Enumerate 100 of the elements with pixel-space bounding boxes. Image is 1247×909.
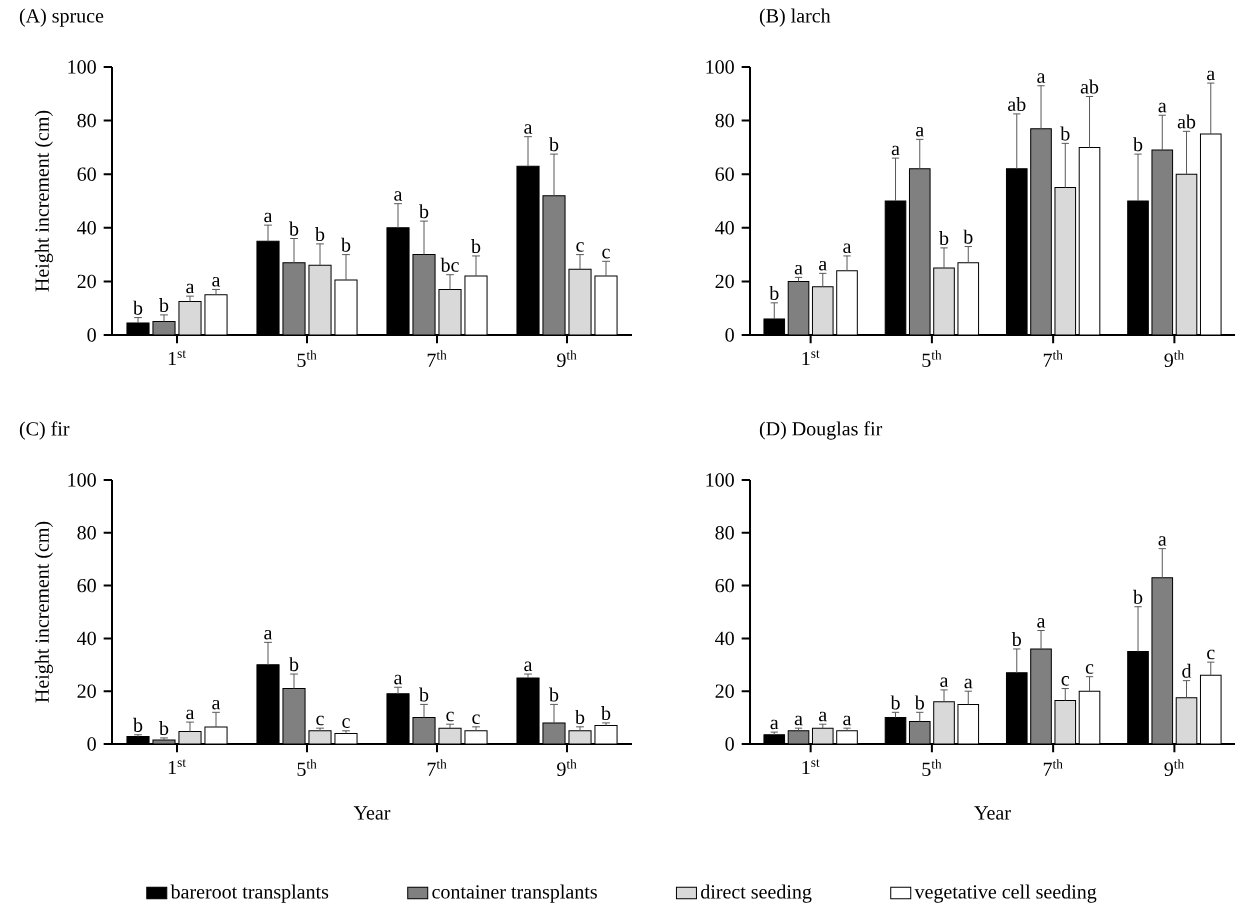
y-axis-title: Height increment (cm) bbox=[34, 521, 53, 703]
y-tick-label: 80 bbox=[77, 526, 96, 540]
y-tick-label: 20 bbox=[715, 274, 734, 289]
data-label: a bbox=[843, 715, 852, 726]
data-label: a bbox=[1037, 73, 1046, 83]
y-tick-label: 60 bbox=[715, 578, 734, 593]
data-label: b bbox=[1011, 632, 1021, 647]
data-label: b bbox=[159, 721, 169, 736]
data-label: a bbox=[770, 719, 779, 730]
y-tick-label: 0 bbox=[725, 737, 734, 751]
x-tick-label: 7$^{th}$ bbox=[1043, 350, 1063, 367]
x-tick-label: 9$^{th}$ bbox=[557, 759, 577, 777]
x-tick-label: 1$^{st}$ bbox=[168, 759, 186, 775]
data-label: b bbox=[1133, 589, 1143, 604]
data-label: d bbox=[1182, 663, 1192, 678]
data-label: b bbox=[289, 657, 299, 672]
data-label: b bbox=[471, 239, 481, 254]
x-tick-label: 7$^{th}$ bbox=[427, 759, 447, 776]
data-label: b bbox=[575, 709, 585, 724]
data-label: a bbox=[394, 674, 403, 685]
data-label: a bbox=[940, 677, 949, 688]
legend-label: direct seeding bbox=[701, 884, 812, 903]
y-tick-label: 100 bbox=[68, 473, 96, 487]
data-label: c bbox=[316, 715, 324, 726]
data-label: a bbox=[264, 629, 273, 640]
y-tick-label: 80 bbox=[77, 113, 96, 128]
x-tick-label: 9$^{th}$ bbox=[1164, 759, 1184, 777]
data-label: a bbox=[212, 699, 221, 710]
y-axis-title: Height increment (cm) bbox=[34, 110, 53, 292]
x-tick-label: 5$^{th}$ bbox=[922, 759, 942, 777]
data-label: b bbox=[1060, 126, 1070, 141]
data-label: a bbox=[794, 264, 803, 275]
data-label: b bbox=[315, 226, 325, 242]
y-tick-label: 80 bbox=[715, 526, 734, 540]
y-tick-label: 20 bbox=[715, 684, 734, 698]
data-label: b bbox=[549, 137, 559, 152]
data-label: a bbox=[819, 260, 827, 271]
data-label: c bbox=[1085, 664, 1094, 674]
y-tick-label: 0 bbox=[87, 737, 96, 751]
x-tick-label: 5$^{th}$ bbox=[297, 759, 317, 777]
chart-title: (D) Douglas fir bbox=[759, 421, 883, 440]
data-label: a bbox=[212, 277, 221, 287]
data-label: a bbox=[1037, 618, 1046, 628]
data-label: ab bbox=[1080, 79, 1099, 94]
x-tick-label: 1$^{st}$ bbox=[168, 350, 186, 366]
x-tick-label: 5$^{th}$ bbox=[922, 350, 942, 368]
data-label: a bbox=[843, 243, 852, 254]
data-label: c bbox=[576, 242, 584, 252]
data-label: b bbox=[1133, 137, 1143, 152]
data-label: a bbox=[1158, 102, 1167, 113]
y-tick-label: 0 bbox=[725, 328, 734, 342]
data-label: b bbox=[939, 230, 949, 246]
data-label: c bbox=[1207, 649, 1215, 660]
legend-label: vegetative cell seeding bbox=[914, 884, 1097, 903]
y-tick-label: 100 bbox=[706, 60, 734, 74]
y-tick-label: 20 bbox=[77, 274, 96, 289]
data-label: a bbox=[891, 145, 900, 156]
data-label: a bbox=[1158, 536, 1167, 546]
data-label: b bbox=[133, 717, 143, 732]
y-tick-label: 100 bbox=[706, 473, 734, 487]
x-tick-label: 1$^{st}$ bbox=[802, 350, 820, 366]
y-tick-label: 40 bbox=[77, 631, 96, 646]
data-label: a bbox=[264, 212, 273, 223]
y-tick-label: 60 bbox=[77, 167, 96, 181]
data-label: b bbox=[601, 705, 611, 721]
legend-label: bareroot transplants bbox=[170, 884, 329, 903]
y-tick-label: 100 bbox=[68, 60, 96, 74]
data-label: a bbox=[1207, 70, 1215, 81]
chart-title: (A) spruce bbox=[19, 8, 104, 27]
data-label: c bbox=[1061, 676, 1070, 686]
y-tick-label: 40 bbox=[77, 221, 96, 235]
data-label: a bbox=[916, 126, 924, 137]
data-label: b bbox=[133, 300, 143, 315]
data-label: a bbox=[394, 191, 403, 201]
y-tick-label: 40 bbox=[715, 631, 734, 646]
data-label: a bbox=[186, 709, 195, 720]
data-label: a bbox=[186, 283, 195, 294]
data-label: c bbox=[342, 718, 350, 728]
data-label: a bbox=[794, 715, 803, 726]
x-axis-title: Year bbox=[353, 806, 391, 820]
data-label: b bbox=[159, 297, 169, 313]
x-tick-label: 9$^{th}$ bbox=[557, 350, 577, 368]
data-label: b bbox=[341, 237, 351, 252]
y-tick-label: 0 bbox=[87, 328, 96, 342]
data-label: bc bbox=[440, 257, 459, 272]
data-label: c bbox=[446, 711, 454, 722]
data-label: c bbox=[602, 248, 610, 259]
y-tick-label: 20 bbox=[77, 684, 96, 698]
x-axis-title: Year bbox=[974, 806, 1011, 820]
data-label: b bbox=[549, 687, 559, 702]
legend-label: container transplants bbox=[432, 884, 597, 903]
data-label: ab bbox=[1008, 96, 1026, 112]
y-tick-label: 60 bbox=[715, 167, 734, 181]
data-label: c bbox=[472, 714, 480, 724]
y-tick-label: 80 bbox=[715, 113, 734, 128]
chart-title: (C) fir bbox=[19, 421, 70, 440]
data-label: b bbox=[914, 695, 924, 710]
data-label: b bbox=[890, 695, 900, 710]
data-label: a bbox=[819, 711, 827, 722]
x-tick-label: 9$^{th}$ bbox=[1164, 350, 1184, 368]
